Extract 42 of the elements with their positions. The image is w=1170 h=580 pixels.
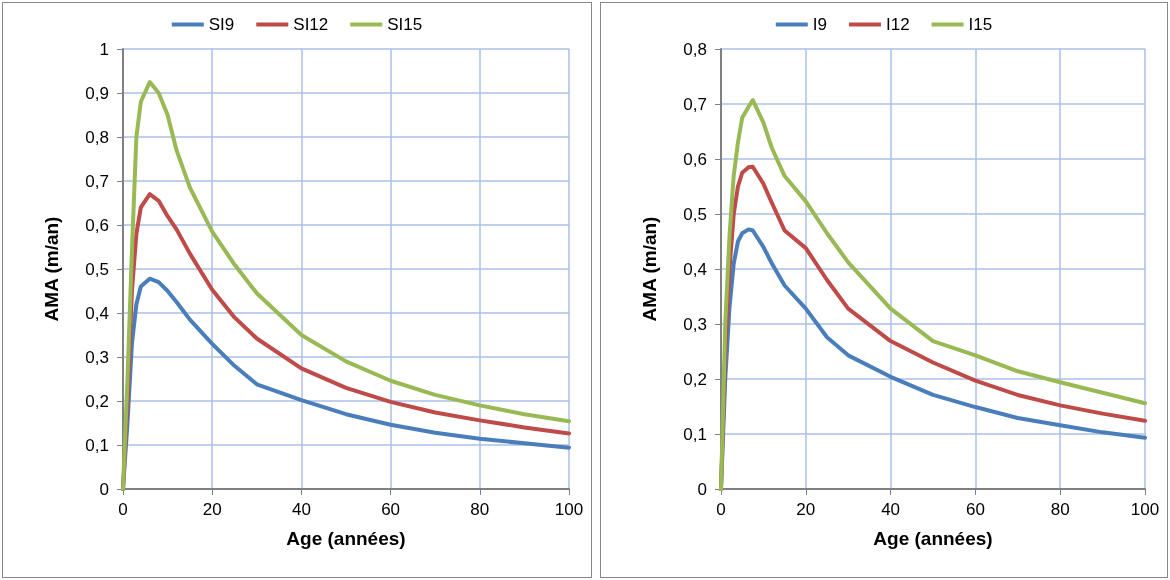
legend-label: I15 (968, 15, 993, 34)
x-tick-label: 100 (1130, 500, 1160, 519)
x-tick-label: 20 (796, 500, 816, 519)
legend-label: SI15 (387, 15, 423, 34)
y-tick-label: 0,5 (85, 259, 109, 279)
y-tick-label: 0 (697, 479, 707, 499)
y-tick-label: 0,4 (683, 259, 707, 279)
y-tick-label: 0,8 (85, 127, 109, 147)
y-tick-label: 0,2 (683, 369, 707, 389)
x-tick-label: 80 (470, 500, 490, 519)
legend-label: I12 (885, 15, 910, 34)
y-tick-label: 0,3 (85, 347, 109, 367)
x-tick-label: 100 (554, 500, 584, 519)
y-axis-title: AMA (m/an) (639, 216, 660, 322)
x-tick-label: 20 (202, 500, 222, 519)
y-tick-label: 0,3 (683, 314, 707, 334)
x-axis-title: Age (années) (286, 528, 406, 549)
x-tick-label: 80 (1050, 500, 1070, 519)
y-tick-label: 0,1 (683, 424, 707, 444)
x-tick-label: 0 (716, 500, 726, 519)
x-tick-label: 40 (291, 500, 311, 519)
y-tick-label: 0,8 (683, 39, 707, 59)
y-tick-label: 0,6 (85, 215, 109, 235)
x-axis-title: Age (années) (873, 528, 993, 549)
y-tick-label: 0,7 (85, 171, 109, 191)
legend-label: I9 (812, 15, 827, 34)
x-tick-label: 60 (381, 500, 401, 519)
y-tick-label: 0,1 (85, 435, 109, 455)
x-tick-label: 60 (965, 500, 985, 519)
y-tick-label: 0,2 (85, 391, 109, 411)
y-tick-label: 0,9 (85, 83, 109, 103)
legend-label: SI9 (208, 15, 235, 34)
y-tick-label: 1 (99, 39, 109, 59)
legend-label: SI12 (293, 15, 329, 34)
y-axis-title: AMA (m/an) (41, 216, 62, 322)
y-tick-label: 0,7 (683, 94, 707, 114)
x-tick-label: 0 (118, 500, 128, 519)
x-tick-label: 40 (881, 500, 901, 519)
y-tick-label: 0,5 (683, 204, 707, 224)
y-tick-label: 0,6 (683, 149, 707, 169)
y-tick-label: 0 (99, 479, 109, 499)
y-tick-label: 0,4 (85, 303, 109, 323)
